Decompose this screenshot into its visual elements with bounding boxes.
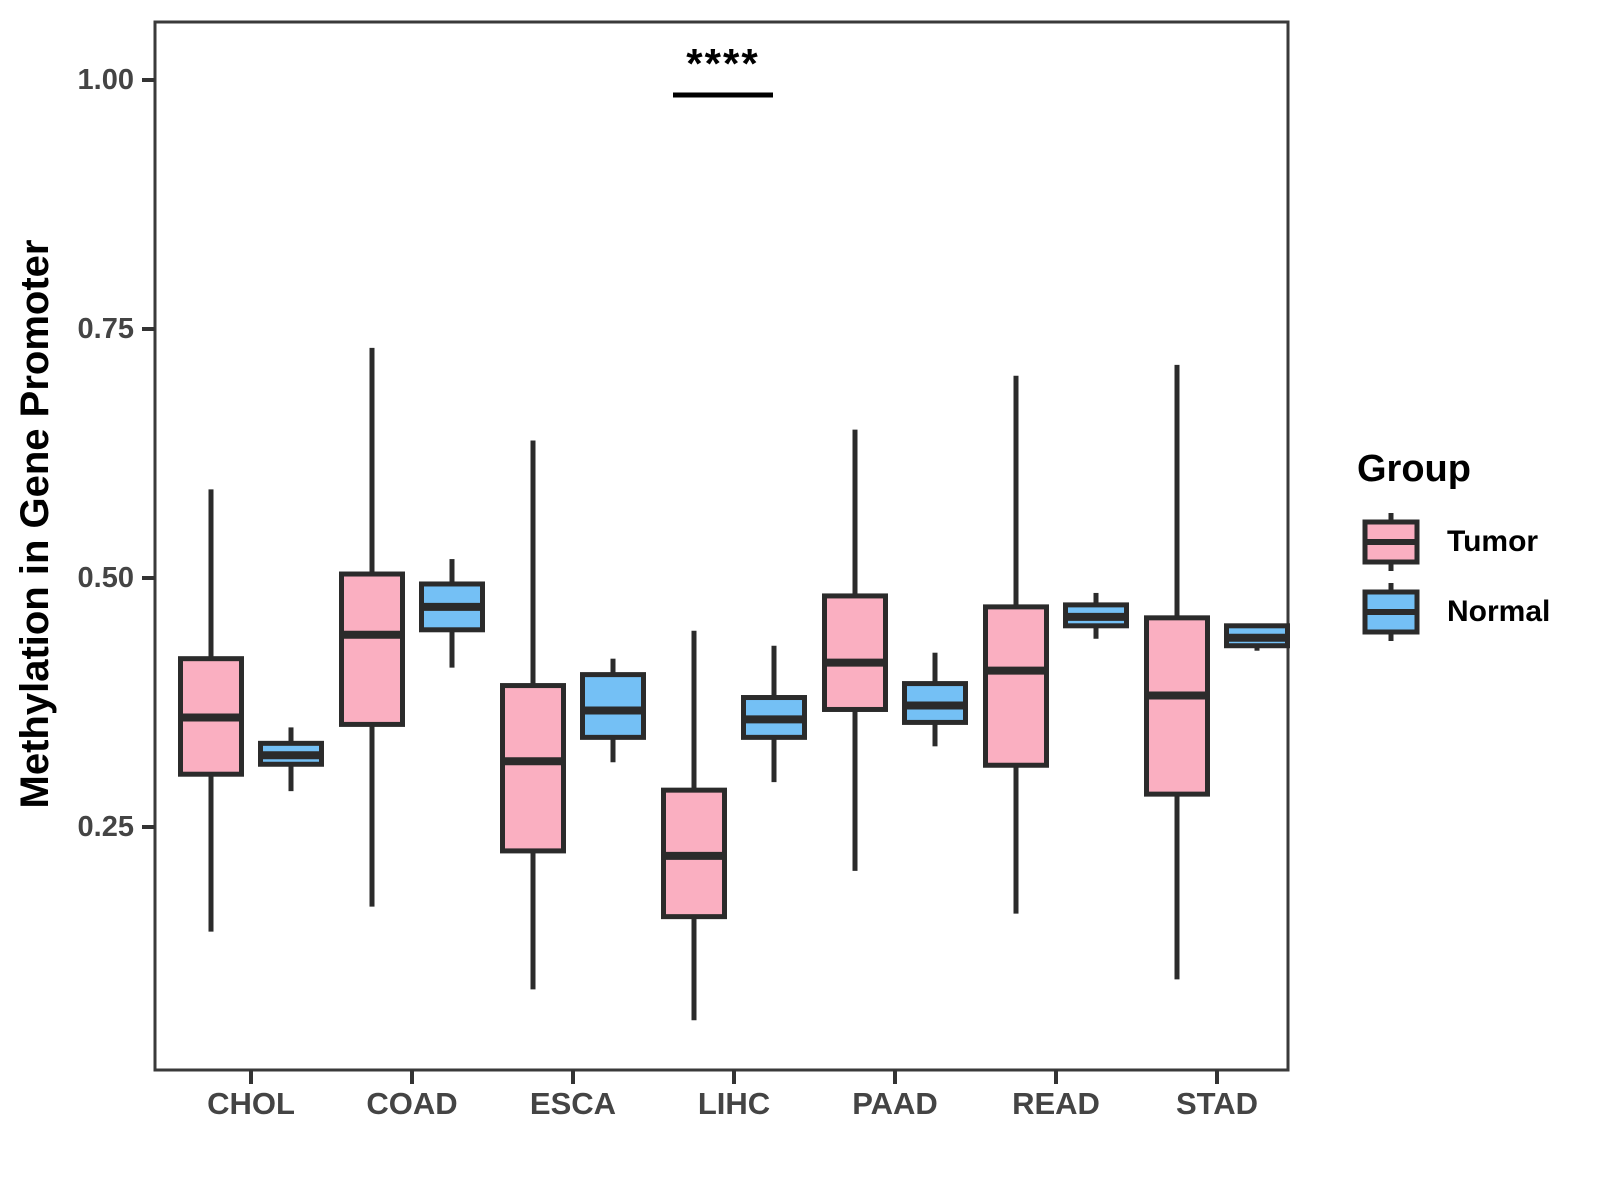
y-axis-title: Methylation in Gene Promoter bbox=[13, 239, 57, 809]
y-tick-label-1.00: 1.00 bbox=[77, 64, 134, 96]
iqr-box bbox=[500, 683, 566, 854]
x-tick-label-lihc: LIHC bbox=[697, 1086, 771, 1121]
box-tumor-LIHC bbox=[661, 630, 727, 1021]
box-tumor-STAD bbox=[1144, 364, 1210, 980]
y-tick-label-0.50: 0.50 bbox=[77, 562, 134, 594]
box-tumor-COAD bbox=[339, 347, 405, 907]
box-normal-CHOL bbox=[258, 727, 324, 792]
x-tick-label-stad: STAD bbox=[1175, 1086, 1259, 1121]
panel-border bbox=[153, 20, 1290, 1072]
box-tumor-READ bbox=[983, 375, 1049, 914]
x-tick-label-esca: ESCA bbox=[529, 1086, 617, 1121]
box-tumor-CHOL bbox=[178, 489, 244, 932]
legend-label-normal: Normal bbox=[1447, 595, 1551, 628]
x-tick-label-chol: CHOL bbox=[207, 1086, 295, 1121]
y-tick-label-0.25: 0.25 bbox=[77, 811, 134, 843]
legend-title: Group bbox=[1357, 448, 1471, 490]
iqr-box bbox=[822, 593, 888, 712]
iqr-box bbox=[580, 672, 646, 740]
iqr-box bbox=[983, 604, 1049, 768]
x-tick-label-coad: COAD bbox=[366, 1086, 458, 1121]
legend-key-normal bbox=[1362, 583, 1420, 641]
box-normal-LIHC bbox=[741, 645, 807, 783]
x-tick-label-read: READ bbox=[1012, 1086, 1100, 1121]
y-tick-label-0.75: 0.75 bbox=[77, 313, 134, 345]
legend-key-tumor bbox=[1362, 513, 1420, 571]
x-tick-label-paad: PAAD bbox=[852, 1086, 938, 1121]
box-normal-READ bbox=[1063, 592, 1129, 639]
box-normal-ESCA bbox=[580, 658, 646, 763]
iqr-box bbox=[1144, 615, 1210, 797]
box-normal-PAAD bbox=[902, 652, 968, 747]
box-normal-STAD bbox=[1224, 623, 1290, 651]
box-tumor-ESCA bbox=[500, 440, 566, 990]
significance-stars: **** bbox=[686, 40, 760, 87]
box-normal-COAD bbox=[419, 559, 485, 668]
iqr-box bbox=[339, 571, 405, 727]
legend-label-tumor: Tumor bbox=[1447, 525, 1539, 558]
box-tumor-PAAD bbox=[822, 429, 888, 871]
